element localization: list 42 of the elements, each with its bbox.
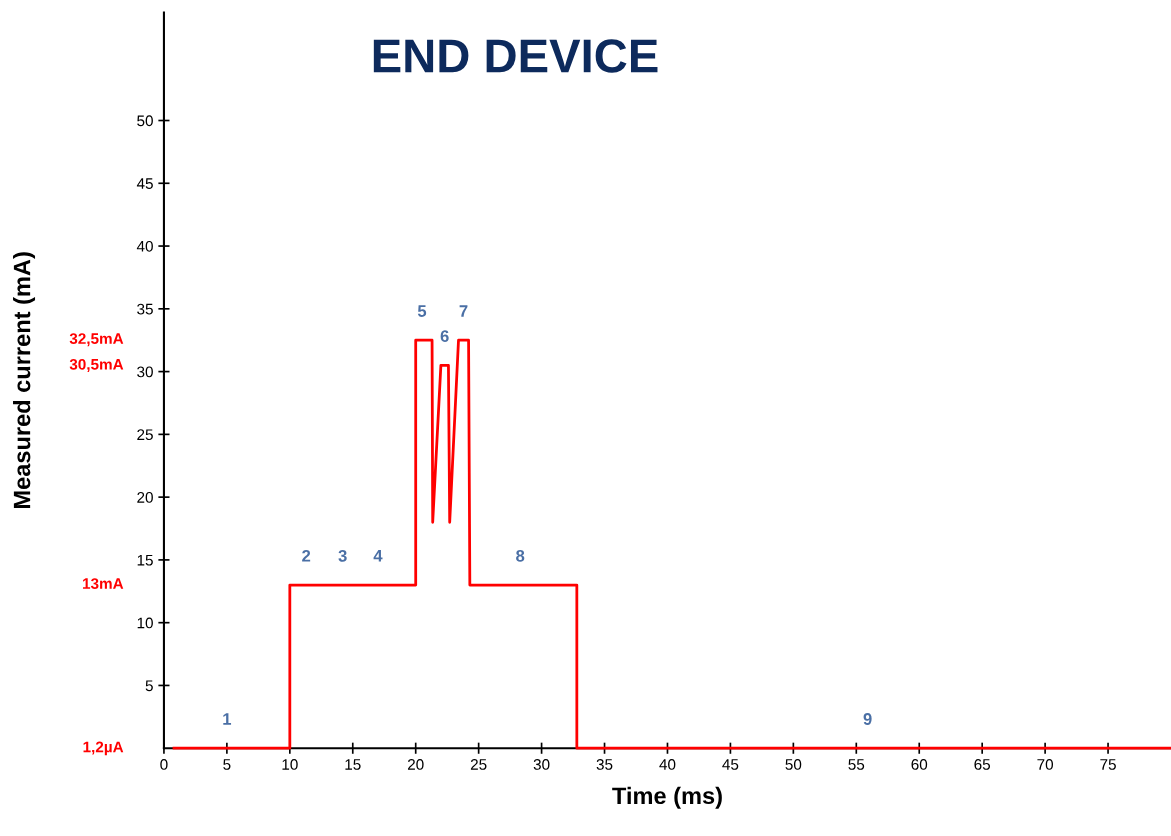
y-tick-label: 40 — [136, 240, 153, 252]
x-tick-label: 25 — [470, 759, 487, 770]
annotation: 8 — [516, 549, 525, 562]
x-tick-label: 70 — [1037, 759, 1054, 770]
annotation: 2 — [302, 549, 311, 562]
y-tick-label: 25 — [137, 429, 153, 441]
x-tick-label: 20 — [407, 759, 424, 770]
annotation: 7 — [459, 305, 468, 317]
x-tick-label: 5 — [223, 759, 231, 770]
x-tick-label: 50 — [785, 759, 802, 770]
y-tick-label: 20 — [137, 492, 153, 503]
annotation: 4 — [373, 550, 383, 562]
y-tick-label: 45 — [136, 178, 153, 189]
text: 1,2µA — [83, 741, 124, 756]
text: 32,5mA — [69, 333, 124, 347]
x-tick-label: 45 — [722, 759, 739, 770]
x-tick-label: 65 — [974, 759, 991, 770]
y-tick-label: 50 — [137, 115, 153, 127]
annotation: 5 — [417, 305, 427, 317]
x-tick-label: 40 — [659, 759, 676, 770]
annotation: 6 — [440, 330, 449, 343]
text: 30,5mA — [69, 358, 124, 372]
x-tick-label: 15 — [345, 759, 361, 770]
y-tick-label: 35 — [137, 303, 153, 315]
x-axis-title: Time (ms) — [612, 786, 722, 809]
text: 13mA — [83, 578, 124, 590]
y-tick-label: 5 — [145, 680, 153, 692]
annotation: 1 — [223, 713, 232, 725]
y-tick-label: 30 — [137, 366, 153, 378]
annotation: 3 — [338, 549, 347, 562]
chart-title: END DEVICE — [373, 39, 658, 73]
y-axis-title: Measured current (mA) — [13, 252, 36, 509]
y-tick-label: 10 — [137, 617, 153, 629]
y-tick-label: 15 — [137, 554, 153, 566]
x-tick-label: 35 — [596, 759, 613, 770]
x-tick-label: 60 — [911, 759, 928, 770]
x-tick-label: 30 — [533, 759, 550, 770]
x-tick-label: 75 — [1100, 759, 1116, 770]
x-tick-label: 55 — [848, 759, 865, 770]
x-tick-label: 0 — [160, 759, 168, 770]
x-tick-label: 10 — [282, 759, 298, 770]
annotation: 9 — [863, 713, 872, 725]
